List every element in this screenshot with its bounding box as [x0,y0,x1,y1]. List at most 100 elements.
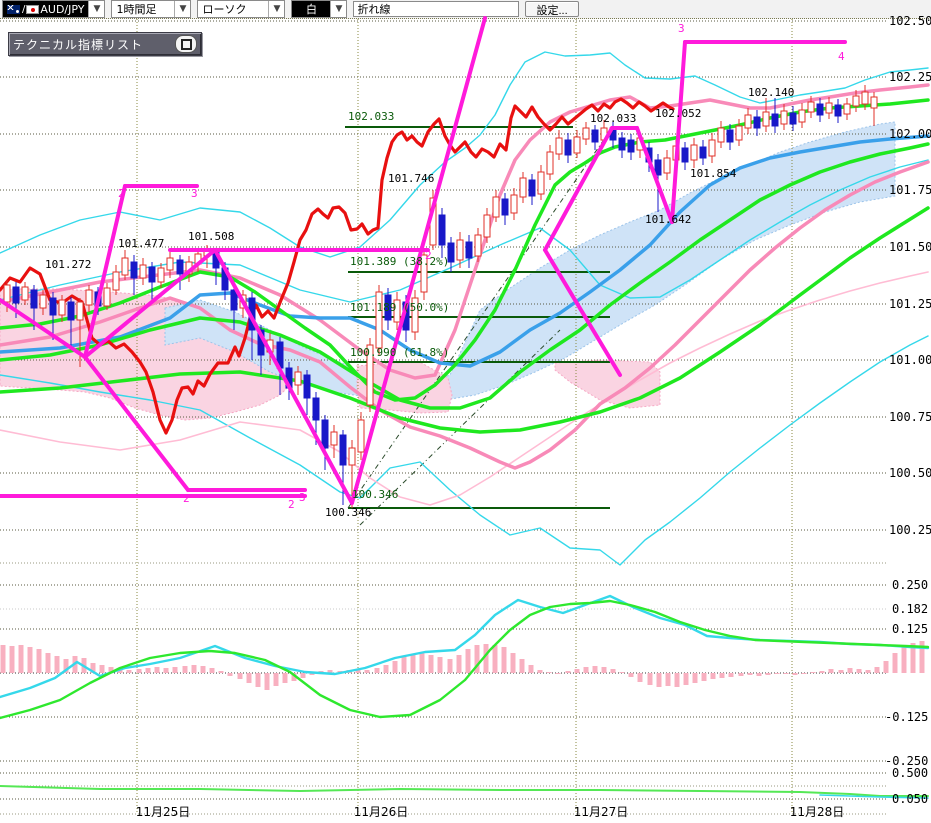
macd-histogram-bar [892,653,898,673]
price-axis-label: 102.25 [889,70,931,84]
timeframe-label: 1時間足 [116,3,157,16]
macd-histogram-bar [136,669,142,673]
candle-body [708,139,716,157]
candle-body [312,397,320,421]
macd-histogram-bar [374,668,380,673]
macd-histogram-bar [656,673,662,687]
candle-body [762,111,770,127]
candle-body [771,113,779,127]
macd-histogram-bar [447,659,453,673]
macd-histogram-bar [637,673,643,682]
timeframe-select[interactable]: 1時間足 ▼ [111,0,192,18]
candle-body [537,171,545,195]
macd-histogram-bar [282,673,288,683]
candle-body [852,95,860,107]
technical-indicator-list-panel[interactable]: テクニカル指標リスト [8,32,202,56]
candle-body [21,286,29,301]
macd-histogram-bar [437,657,443,673]
chevron-down-icon[interactable]: ▼ [88,1,105,17]
candle-body [384,294,392,321]
zigzag-point-label: 2 [118,187,125,200]
macd-histogram-bar [719,673,725,678]
ichimoku-cloud [554,359,661,409]
candle-body [528,179,536,197]
bollinger-mid-cyan [0,159,929,303]
macd-histogram-bar [456,655,462,673]
macd-histogram-bar [856,669,862,673]
chevron-down-icon[interactable]: ▼ [330,1,347,17]
macd-histogram-bar [327,670,333,673]
candle-body [690,144,698,161]
macd-histogram-bar [163,668,169,673]
candle-body [654,159,662,176]
panel-restore-button[interactable] [175,35,197,53]
macd-histogram-bar [555,673,561,674]
candle-body [564,139,572,156]
chevron-down-icon[interactable]: ▼ [174,1,191,17]
chevron-down-icon[interactable]: ▼ [268,1,285,17]
chart-type-select[interactable]: ローソク ▼ [197,0,286,18]
zigzag-point-label: 3 [299,491,306,504]
macd-histogram-bar [765,673,771,675]
macd-histogram-bar [492,645,498,673]
candle-body [230,289,238,311]
macd-histogram-bar [819,671,825,673]
macd-histogram-bar [756,673,762,676]
color-scheme-select[interactable]: 白 ▼ [291,0,348,18]
macd-histogram-bar [701,673,707,681]
candle-body [76,301,84,321]
candle-body [789,112,797,125]
macd-histogram-bar [583,667,589,673]
macd-histogram-bar [401,657,407,673]
macd-histogram-bar [628,673,634,677]
trendline-dashed [347,127,613,509]
price-axis-label: 102.50 [889,14,931,28]
macd-histogram-bar [90,663,96,673]
settings-button[interactable]: 設定... [525,1,579,17]
macd-axis-label: -0.250 [885,754,928,768]
price-axis-label: 101.75 [889,183,931,197]
candle-body [139,264,147,279]
macd-histogram-bar [565,671,571,673]
macd-histogram-bar [54,656,60,673]
macd-histogram-bar [227,673,233,676]
zigzag-pattern-line [543,248,622,377]
macd-histogram-bar [647,673,653,685]
price-axis-label: 100.50 [889,466,931,480]
candle-body [573,136,581,154]
candle-body [510,194,518,214]
macd-histogram-bar [728,673,734,677]
overlay-type-field[interactable]: 折れ線 [353,1,520,17]
candle-body [393,299,401,323]
candle-body [618,137,626,151]
candle-body [148,266,156,283]
macd-histogram-bar [172,667,178,673]
candle-body [330,431,338,446]
macd-histogram-bar [465,649,471,673]
macd-histogram-bar [246,673,252,683]
candle-body [58,299,66,316]
macd-histogram-bar [364,670,370,673]
candle-body [348,447,356,466]
fibonacci-label: 101.189 (50.0%) [350,301,449,314]
macd-histogram-bar [747,673,753,675]
candle-body [294,371,302,386]
candle-body [121,257,129,276]
candle-body [843,103,851,115]
macd-histogram-bar [810,672,816,673]
fibonacci-label: 100.346 [352,488,398,501]
fibonacci-label: 100.990 (61.8%) [350,346,449,359]
date-axis-label: 11月27日 [574,805,629,819]
zigzag-pattern-line [83,355,190,492]
macd-histogram-bar [883,661,889,673]
overlay-red-line [0,97,675,435]
trendline-dashed [359,329,561,526]
macd-histogram-bar [874,667,880,673]
macd-histogram-bar [108,667,114,673]
color-scheme-label: 白 [292,1,331,17]
pair-select[interactable]: / AUD/JPY ▼ [2,0,106,18]
price-annotation: 101.746 [388,172,434,185]
macd-histogram-bar [99,665,105,673]
candle-body [30,289,38,309]
